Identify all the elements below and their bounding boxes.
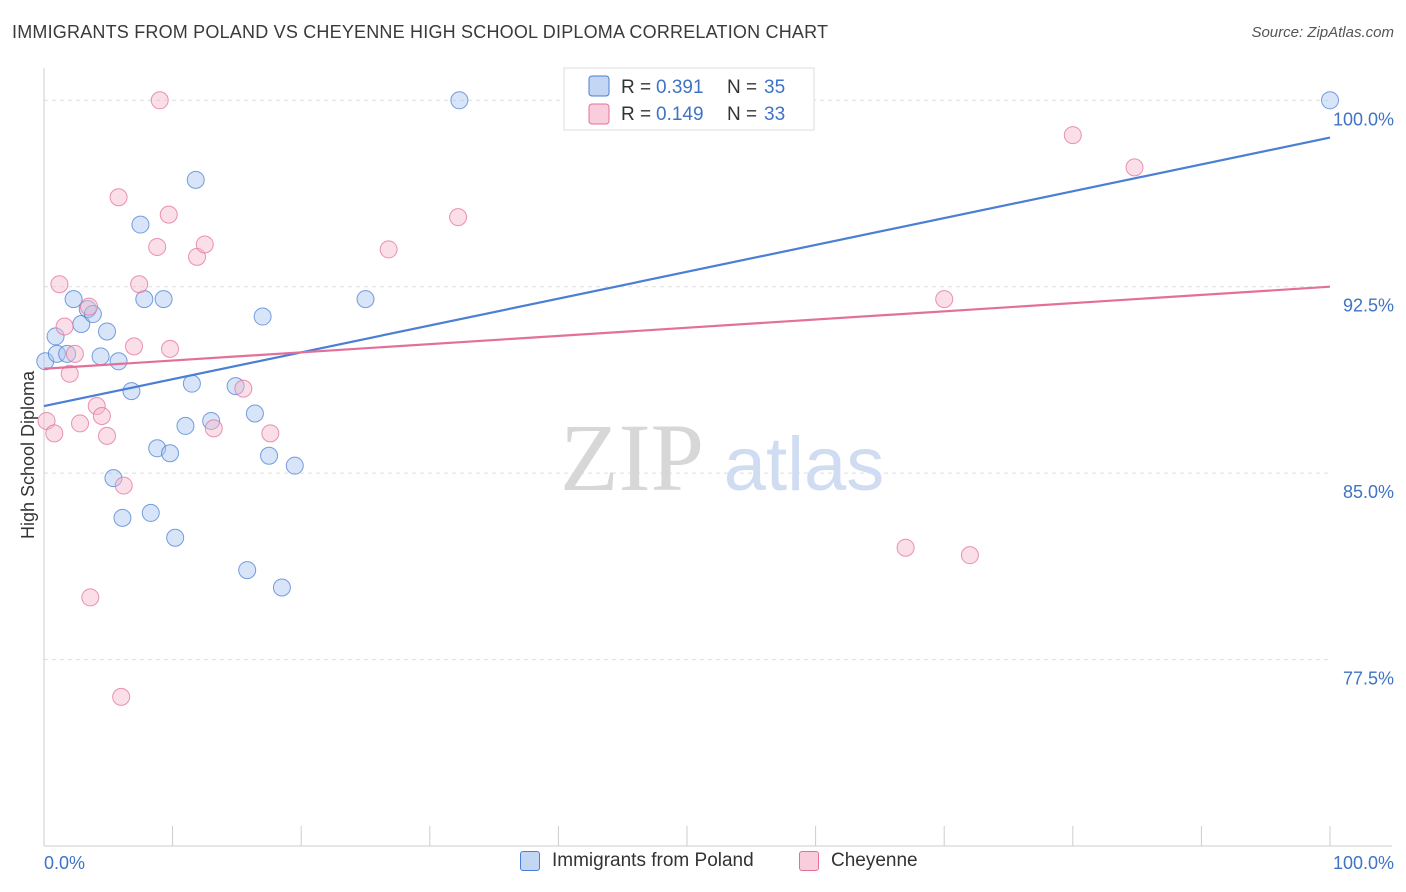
point-poland — [122, 382, 141, 401]
point-poland — [131, 215, 150, 234]
point-poland — [109, 352, 128, 371]
y-tick-label: 85.0% — [1343, 482, 1394, 502]
x-tick-label-max: 100.0% — [1333, 853, 1394, 873]
point-poland — [202, 411, 221, 430]
point-cheyenne — [204, 419, 223, 438]
trendline-cheyenne — [43, 285, 1331, 370]
point-cheyenne — [112, 687, 131, 706]
point-cheyenne — [261, 424, 280, 443]
point-cheyenne — [71, 414, 90, 433]
point-poland — [238, 561, 257, 580]
point-poland — [285, 456, 304, 475]
legend-label-poland: Immigrants from Poland — [552, 850, 754, 871]
legend-item-cheyenne: Cheyenne — [799, 850, 918, 872]
point-cheyenne — [130, 275, 149, 294]
y-tick-labels: 77.5% 85.0% 92.5% 100.0% — [1333, 109, 1394, 688]
legend-bottom-swatch-poland — [520, 851, 540, 871]
point-poland — [91, 347, 110, 366]
point-poland — [154, 290, 173, 309]
point-poland — [450, 91, 469, 110]
watermark-zip: ZIP — [560, 404, 704, 511]
point-cheyenne — [114, 476, 133, 495]
legend-poland-r-value: 0.391 — [656, 77, 704, 98]
trend-lines — [43, 136, 1331, 408]
point-poland — [1321, 91, 1339, 110]
point-cheyenne — [109, 188, 128, 207]
point-poland — [58, 344, 77, 363]
point-poland — [166, 528, 185, 547]
point-cheyenne — [45, 424, 64, 443]
point-cheyenne — [150, 91, 169, 110]
point-poland — [260, 446, 279, 465]
point-cheyenne — [1063, 126, 1082, 145]
point-cheyenne — [92, 406, 111, 425]
legend-label-cheyenne: Cheyenne — [831, 850, 918, 871]
point-cheyenne — [50, 275, 69, 294]
legend-cheyenne-n-label: N = — [727, 104, 762, 125]
legend-poland-n-label: N = — [727, 77, 762, 98]
point-poland — [245, 404, 264, 423]
axes — [43, 68, 1392, 847]
point-cheyenne — [449, 208, 468, 227]
watermark-atlas: atlas — [724, 422, 885, 507]
legend-item-poland: Immigrants from Poland — [520, 850, 754, 872]
point-cheyenne — [65, 344, 84, 363]
point-cheyenne — [935, 290, 954, 309]
x-tick-label-min: 0.0% — [44, 853, 85, 873]
point-poland — [182, 374, 201, 393]
legend-swatch-poland — [588, 75, 610, 97]
legend-poland-n-value: 35 — [764, 77, 785, 98]
point-poland — [141, 503, 160, 522]
point-cheyenne — [125, 337, 144, 356]
data-points — [36, 91, 1339, 706]
legend-cheyenne-n-value: 33 — [764, 104, 785, 125]
watermark: ZIP atlas — [560, 404, 884, 511]
point-cheyenne — [195, 235, 214, 254]
point-poland — [356, 290, 375, 309]
point-cheyenne — [60, 364, 79, 383]
point-cheyenne — [80, 297, 99, 316]
point-poland — [64, 290, 83, 309]
point-poland — [253, 307, 272, 326]
legend-bottom-swatch-cheyenne — [799, 851, 819, 871]
point-poland — [161, 444, 180, 463]
legend-top: R = 0.391 N = 35 R = 0.149 N = 33 — [563, 67, 815, 131]
point-cheyenne — [1125, 158, 1144, 177]
point-cheyenne — [81, 588, 100, 607]
point-cheyenne — [55, 317, 74, 336]
point-poland — [135, 290, 154, 309]
point-poland — [104, 469, 123, 488]
point-cheyenne — [161, 339, 180, 358]
y-axis-label: High School Diploma — [18, 370, 38, 539]
y-tick-label: 100.0% — [1333, 109, 1394, 129]
point-poland — [98, 322, 117, 341]
source-label: Source: ZipAtlas.com — [1251, 24, 1394, 41]
point-cheyenne — [87, 397, 106, 416]
point-cheyenne — [379, 240, 398, 259]
legend-bottom: Immigrants from Poland Cheyenne — [0, 850, 1406, 880]
point-cheyenne — [98, 426, 117, 445]
point-cheyenne — [896, 538, 915, 557]
point-cheyenne — [148, 237, 167, 256]
legend-cheyenne-r-label: R = — [621, 104, 656, 125]
legend-cheyenne-r-value: 0.149 — [656, 104, 704, 125]
point-poland — [186, 170, 205, 189]
point-poland — [113, 508, 132, 527]
point-poland — [272, 578, 291, 597]
trendline-poland — [43, 136, 1331, 408]
point-cheyenne — [234, 379, 253, 398]
chart-title: IMMIGRANTS FROM POLAND VS CHEYENNE HIGH … — [12, 22, 829, 42]
legend-swatch-cheyenne — [588, 103, 610, 125]
legend-poland-r-label: R = — [621, 77, 656, 98]
point-poland — [47, 344, 66, 363]
point-cheyenne — [159, 205, 178, 224]
y-tick-label: 77.5% — [1343, 669, 1394, 689]
point-cheyenne — [960, 546, 979, 565]
point-poland — [176, 416, 195, 435]
y-tick-label: 92.5% — [1343, 296, 1394, 316]
